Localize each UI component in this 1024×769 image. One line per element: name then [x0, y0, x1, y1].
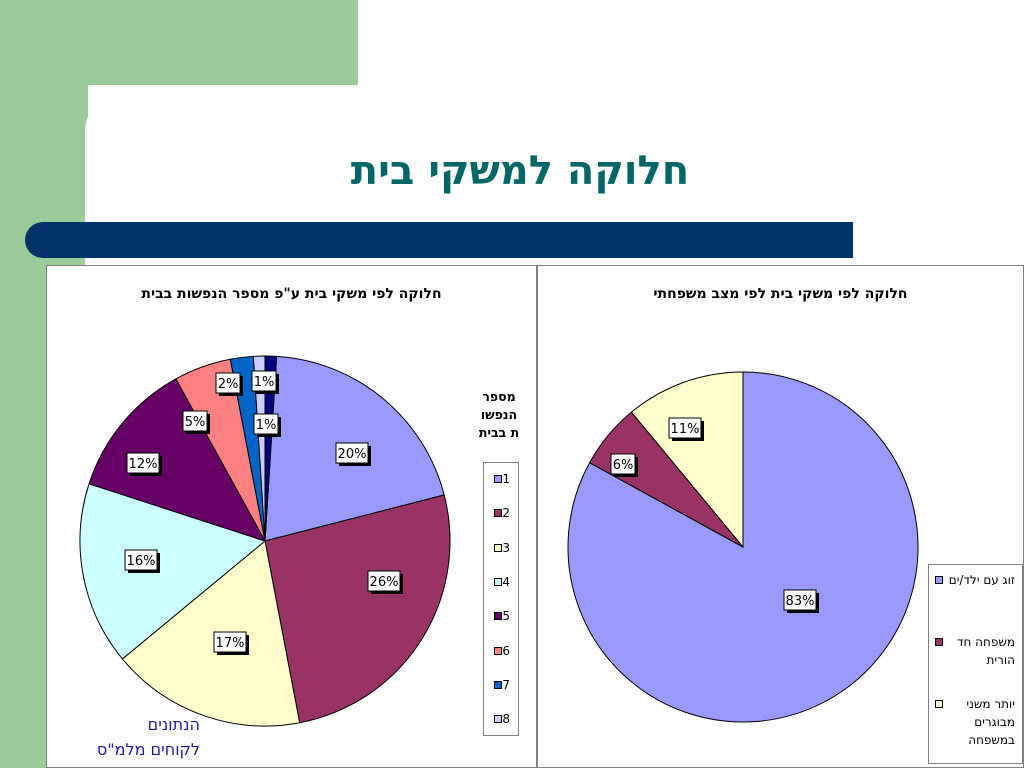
- data-label-text: 83%: [786, 594, 815, 609]
- data-label-box: [126, 452, 160, 474]
- data-label-text: 16%: [127, 554, 156, 569]
- legend-swatch: [494, 680, 503, 689]
- data-label-box: [182, 410, 208, 432]
- data-label-text: 5%: [185, 415, 206, 430]
- slide-title: חלוקה למשקי בית: [350, 148, 690, 194]
- legend-title-line: מספר: [482, 389, 516, 404]
- data-label-box: [253, 413, 279, 435]
- legend-label: 7: [502, 677, 510, 692]
- legend: 1 2 3 4 5 6 7 8: [483, 462, 519, 736]
- pie-slice-3: [121, 540, 301, 727]
- legend-swatch: [494, 577, 503, 586]
- legend-item-1: משפחה חד הורית: [935, 633, 1015, 669]
- data-label-text: 12%: [129, 457, 158, 472]
- data-label-text: 20%: [338, 447, 367, 462]
- chart-title: חלוקה לפי משקי בית לפי מצב משפחתי: [653, 286, 908, 302]
- data-label-box: [213, 631, 247, 653]
- legend-label: 6: [502, 643, 510, 658]
- pie-slice-2: [264, 494, 451, 724]
- legend-swatch: [494, 509, 503, 518]
- data-label-1: 20%: [335, 442, 371, 466]
- pie-chart-family-status: 83% 6% 11%: [567, 371, 919, 723]
- pie-slice-5: [88, 378, 267, 542]
- data-label-box: [367, 570, 401, 592]
- source-note-line: לקוחים מלמ"ס: [96, 740, 200, 759]
- legend-item-7: 7: [489, 677, 510, 693]
- data-label-4: 16%: [124, 549, 160, 573]
- legend-item-2: 2: [489, 505, 510, 521]
- legend-item-5: 5: [489, 608, 510, 624]
- legend-item-1: 1: [489, 471, 510, 487]
- legend-swatch: [494, 646, 503, 655]
- legend: זוג עם ילד/ים משפחה חד הורית יותר משני מבו…: [928, 564, 1023, 764]
- legend-label: 4: [502, 574, 510, 589]
- chart-household-size: חלוקה לפי משקי בית ע"פ מספר הנפשות בבית …: [46, 265, 537, 768]
- data-label-extra: 1%: [251, 370, 279, 394]
- legend-title-line: הנפשו: [480, 407, 518, 422]
- legend-label: יותר משני מבוגרים במשפחה: [966, 697, 1015, 747]
- data-label-text: 2%: [218, 377, 239, 392]
- legend-item-0: זוג עם ילד/ים: [935, 571, 1015, 589]
- legend-swatch: [494, 715, 503, 724]
- pie-slice-2: [630, 371, 744, 549]
- data-label-7: 2%: [215, 372, 243, 396]
- legend-item-3: 3: [489, 540, 510, 556]
- data-label-box: [335, 442, 369, 464]
- data-label-text: 6%: [613, 458, 634, 473]
- legend-label: 2: [502, 506, 510, 521]
- chart-family-status: חלוקה לפי משקי בית לפי מצב משפחתי 83% 6% 1…: [537, 265, 1024, 768]
- data-label-box: [783, 589, 817, 611]
- data-label-0: 83%: [783, 589, 819, 613]
- legend-label: זוג עם ילד/ים: [948, 573, 1015, 587]
- legend-label: 3: [502, 540, 510, 555]
- data-label-text: 1%: [254, 375, 275, 390]
- legend-swatch: [935, 700, 943, 708]
- source-note-line: הנתונים: [147, 715, 200, 734]
- data-label-box: [668, 417, 702, 439]
- pie-chart-household-size: 20% 26% 17% 16% 12% 5% 2% 1% 1%: [79, 355, 451, 727]
- legend-swatch: [494, 612, 503, 621]
- legend-label: משפחה חד הורית: [956, 635, 1015, 667]
- legend-swatch: [494, 543, 503, 552]
- legend-item-6: 6: [489, 643, 510, 659]
- data-label-text: 1%: [256, 418, 277, 433]
- data-label-8: 1%: [253, 413, 281, 437]
- legend-swatch: [935, 638, 943, 646]
- data-label-box: [124, 549, 158, 571]
- legend-label: 8: [502, 712, 510, 727]
- legend-label: 5: [502, 609, 510, 624]
- legend-title-line: ת בבית: [478, 425, 520, 440]
- legend-item-2: יותר משני מבוגרים במשפחה: [935, 695, 1015, 749]
- data-label-2: 26%: [367, 570, 403, 594]
- pie-slice-extra: [264, 355, 278, 542]
- data-label-box: [610, 453, 636, 475]
- data-label-1: 6%: [610, 453, 638, 477]
- legend-swatch: [494, 475, 503, 483]
- data-label-6: 5%: [182, 410, 210, 434]
- chart-title: חלוקה לפי משקי בית ע"פ מספר הנפשות בבית: [141, 286, 442, 302]
- background-green-corner: [88, 0, 358, 85]
- data-label-5: 12%: [126, 452, 162, 476]
- pie-slice-4: [79, 483, 267, 660]
- data-label-box: [251, 370, 277, 392]
- legend-title: מספר הנפשו ת בבית: [467, 388, 531, 442]
- data-label-text: 26%: [370, 575, 399, 590]
- legend-item-4: 4: [489, 574, 510, 590]
- data-label-text: 17%: [216, 636, 245, 651]
- data-label-3: 17%: [213, 631, 249, 655]
- legend-swatch: [935, 576, 943, 584]
- title-underline-bar: [25, 222, 853, 258]
- data-label-box: [215, 372, 241, 394]
- legend-label: 1: [502, 472, 510, 486]
- data-label-text: 11%: [671, 422, 700, 437]
- legend-item-8: 8: [489, 711, 510, 727]
- source-note: הנתונים לקוחים מלמ"ס: [50, 712, 200, 762]
- data-label-2: 11%: [668, 417, 704, 441]
